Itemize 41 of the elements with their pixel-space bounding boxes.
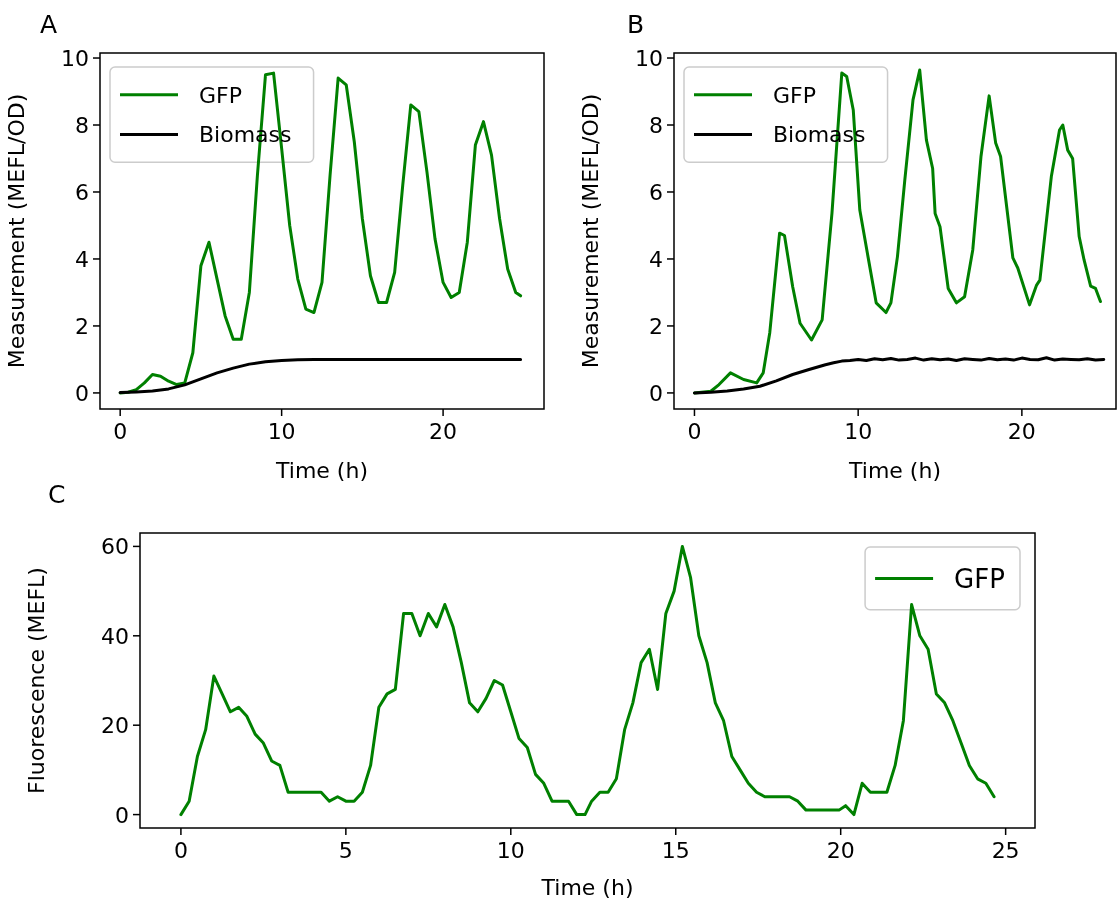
- x-tick-label: 10: [496, 838, 525, 863]
- x-tick-label: 20: [1007, 419, 1036, 444]
- x-tick-label: 20: [429, 419, 458, 444]
- legend-label: GFP: [954, 563, 1005, 594]
- legend-label: GFP: [773, 82, 816, 108]
- x-tick-label: 15: [661, 838, 690, 863]
- y-tick-label: 20: [101, 713, 129, 739]
- y-tick-label: 60: [101, 534, 129, 560]
- x-axis-title: Time (h): [540, 875, 634, 900]
- x-axis-title: Time (h): [275, 458, 368, 483]
- x-tick-label: 25: [991, 838, 1020, 863]
- y-axis-title: Measurement (MEFL/OD): [578, 93, 603, 369]
- x-tick-label: 10: [844, 419, 873, 444]
- x-tick-label: 0: [173, 838, 188, 863]
- y-tick-label: 0: [75, 380, 89, 406]
- chart-title: A: [40, 10, 58, 39]
- legend-label: GFP: [199, 82, 242, 108]
- x-tick-label: 5: [338, 838, 353, 863]
- x-tick-label: 0: [687, 419, 702, 444]
- x-axis-title: Time (h): [848, 458, 941, 483]
- y-tick-label: 2: [75, 313, 89, 339]
- y-tick-label: 4: [649, 246, 663, 272]
- y-tick-label: 2: [649, 313, 663, 339]
- chart-title: B: [627, 10, 645, 39]
- y-tick-label: 6: [649, 179, 663, 205]
- x-tick-label: 10: [267, 419, 296, 444]
- y-tick-label: 4: [75, 246, 89, 272]
- y-tick-label: 10: [635, 45, 663, 71]
- chart-title: C: [48, 480, 66, 509]
- y-tick-label: 6: [75, 179, 89, 205]
- y-axis-title: Fluorescence (MEFL): [24, 567, 49, 794]
- y-tick-label: 8: [649, 112, 663, 138]
- y-tick-label: 0: [649, 380, 663, 406]
- y-tick-label: 8: [75, 112, 89, 138]
- line-series: [118, 357, 523, 395]
- x-tick-label: 20: [826, 838, 855, 863]
- y-tick-label: 10: [61, 45, 89, 71]
- y-tick-label: 40: [101, 623, 129, 649]
- line-series: [692, 356, 1106, 395]
- y-tick-label: 0: [115, 802, 129, 828]
- y-axis-title: Measurement (MEFL/OD): [4, 93, 29, 369]
